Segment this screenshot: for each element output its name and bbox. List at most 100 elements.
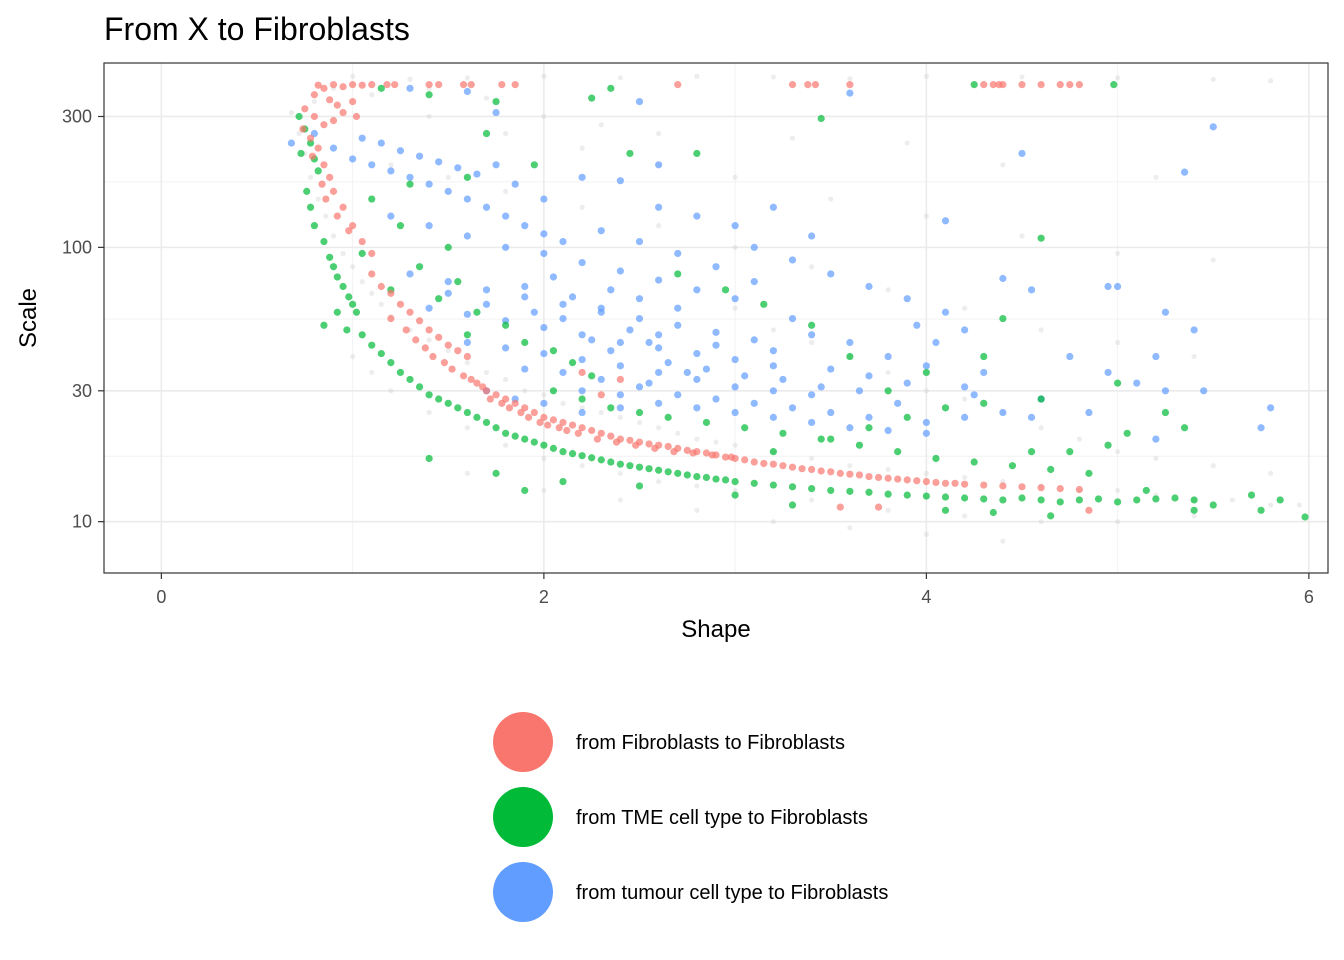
data-point — [1037, 81, 1045, 89]
data-point — [421, 344, 429, 352]
background-point — [426, 409, 432, 416]
data-point — [303, 187, 311, 195]
data-point — [731, 454, 739, 463]
data-point — [788, 501, 797, 509]
legend-item: from TME cell type to Fibroblasts — [493, 787, 868, 847]
data-point — [521, 222, 529, 230]
data-point — [645, 465, 653, 473]
background-point — [675, 430, 681, 436]
data-point — [396, 300, 405, 308]
data-point — [769, 460, 777, 468]
data-point — [377, 139, 385, 147]
background-point — [923, 470, 929, 476]
background-point — [579, 463, 585, 469]
data-point — [1267, 404, 1275, 412]
data-point — [941, 479, 950, 487]
data-point — [702, 365, 711, 373]
data-point — [1037, 496, 1045, 504]
background-point — [694, 483, 700, 489]
y-tick-label: 100 — [62, 237, 92, 257]
series-group — [299, 81, 1093, 514]
background-point — [1076, 436, 1082, 442]
data-point — [913, 477, 921, 485]
background-point — [388, 162, 394, 168]
data-point — [741, 456, 749, 464]
data-point — [664, 359, 672, 367]
background-point — [541, 487, 547, 494]
data-point — [1047, 465, 1055, 474]
data-point — [415, 317, 424, 325]
data-point — [322, 195, 330, 203]
data-point — [607, 84, 615, 92]
data-point — [306, 203, 315, 211]
data-point — [1114, 498, 1122, 506]
data-point — [1152, 352, 1160, 361]
background-point — [617, 497, 623, 503]
data-point — [1104, 282, 1112, 291]
data-point — [808, 485, 816, 493]
background-point — [962, 396, 968, 402]
data-point — [865, 282, 873, 291]
data-point — [769, 387, 777, 395]
data-point — [521, 293, 529, 301]
data-point — [865, 472, 873, 481]
data-point — [578, 395, 586, 403]
data-point — [731, 383, 739, 391]
data-point — [425, 222, 433, 230]
data-point — [970, 391, 978, 399]
data-point — [989, 81, 997, 89]
data-point — [320, 84, 328, 92]
data-point — [329, 81, 338, 89]
data-point — [463, 352, 471, 361]
data-point — [693, 375, 701, 384]
data-point — [999, 408, 1007, 417]
data-point — [444, 341, 452, 349]
data-point — [1301, 513, 1309, 521]
data-point — [597, 391, 605, 399]
data-point — [578, 258, 586, 267]
data-point — [387, 212, 395, 220]
data-point — [626, 149, 634, 158]
data-point — [721, 476, 730, 484]
data-point — [524, 413, 533, 421]
background-point — [579, 145, 585, 151]
data-point — [588, 336, 596, 344]
background-point — [1115, 75, 1121, 81]
background-point — [307, 174, 314, 180]
data-point — [616, 391, 624, 399]
data-point — [492, 469, 500, 477]
data-point — [932, 338, 940, 347]
data-point — [368, 249, 376, 258]
data-point — [1104, 368, 1112, 377]
data-point — [1200, 387, 1208, 395]
background-point — [1191, 353, 1197, 360]
data-point — [482, 387, 491, 395]
data-point — [836, 469, 844, 477]
data-point — [1161, 308, 1170, 316]
data-point — [1257, 424, 1265, 432]
background-point — [617, 470, 623, 476]
data-point — [297, 149, 305, 158]
data-point — [511, 399, 519, 407]
data-point — [387, 359, 395, 367]
data-point — [597, 375, 605, 384]
data-point — [645, 338, 653, 347]
data-point — [320, 121, 328, 129]
background-point — [1115, 519, 1121, 525]
data-point — [674, 391, 682, 399]
data-point — [448, 365, 456, 373]
data-point — [482, 129, 491, 138]
data-point — [626, 436, 634, 444]
data-point — [612, 438, 621, 446]
data-point — [425, 391, 433, 399]
data-point — [349, 300, 357, 308]
data-point — [368, 161, 376, 169]
data-point — [377, 282, 385, 291]
background-point — [503, 130, 509, 137]
background-point — [323, 213, 329, 219]
data-point — [865, 413, 873, 421]
data-point — [597, 456, 605, 464]
data-point — [750, 243, 758, 251]
data-point — [1190, 326, 1198, 334]
data-point — [712, 263, 720, 271]
